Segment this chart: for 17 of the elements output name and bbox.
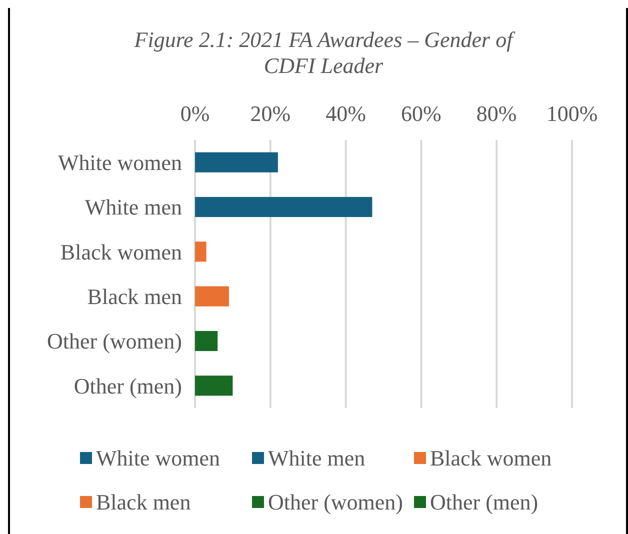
- y-tick-label: White men: [84, 194, 182, 220]
- y-tick-label: Other (men): [74, 373, 182, 398]
- y-tick-label: Black men: [87, 284, 182, 310]
- x-tick-label: 40%: [326, 101, 366, 126]
- legend-label: White men: [268, 446, 366, 471]
- y-tick-label: Black women: [60, 239, 182, 264]
- y-tick-label: Other (women): [46, 328, 182, 354]
- y-tick-label: White women: [58, 150, 182, 176]
- x-tick-label: 100%: [546, 101, 598, 126]
- legend-label: Other (women): [268, 490, 404, 515]
- chart-title: Figure 2.1: 2021 FA Awardees – Gender of CDFI Leader: [133, 27, 516, 78]
- legend-label: Other (men): [430, 490, 538, 515]
- x-tick-label: 60%: [401, 101, 442, 126]
- x-tick-label: 80%: [476, 101, 517, 126]
- legend-label: Black women: [430, 446, 552, 471]
- x-tick-label: 0%: [180, 101, 210, 126]
- x-tick-label: 20%: [250, 101, 291, 126]
